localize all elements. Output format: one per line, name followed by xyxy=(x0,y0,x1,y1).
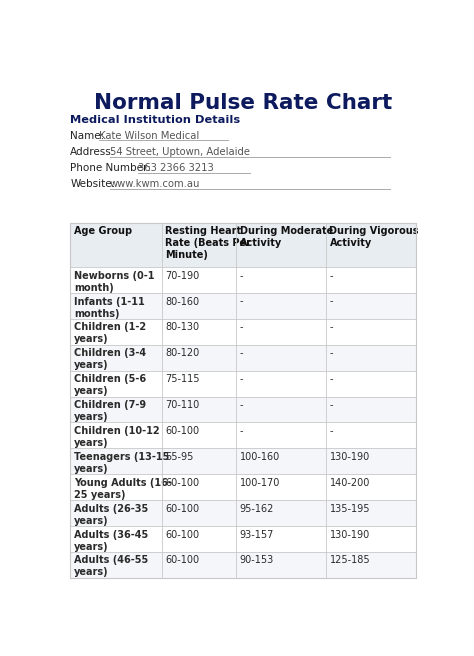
Text: 135-195: 135-195 xyxy=(329,504,370,514)
Bar xyxy=(70,448,416,474)
Text: Website:: Website: xyxy=(70,179,116,189)
Text: 95-162: 95-162 xyxy=(240,504,274,514)
Text: 80-160: 80-160 xyxy=(165,297,200,306)
Bar xyxy=(70,422,416,448)
Text: -: - xyxy=(240,271,243,281)
Text: Children (1-2
years): Children (1-2 years) xyxy=(74,323,146,344)
Text: 80-130: 80-130 xyxy=(165,323,200,333)
Text: Infants (1-11
months): Infants (1-11 months) xyxy=(74,297,145,319)
Text: 60-100: 60-100 xyxy=(165,556,200,565)
Text: Normal Pulse Rate Chart: Normal Pulse Rate Chart xyxy=(94,93,392,113)
Text: 80-120: 80-120 xyxy=(165,348,200,358)
Bar xyxy=(70,474,416,500)
Text: Adults (36-45
years): Adults (36-45 years) xyxy=(74,529,148,552)
Text: 125-185: 125-185 xyxy=(329,556,370,565)
Text: 55-95: 55-95 xyxy=(165,452,194,462)
Text: -: - xyxy=(240,297,243,306)
Text: Newborns (0-1
month): Newborns (0-1 month) xyxy=(74,271,155,293)
Text: Kate Wilson Medical: Kate Wilson Medical xyxy=(99,131,199,141)
Text: -: - xyxy=(329,323,333,333)
Text: 90-153: 90-153 xyxy=(240,556,274,565)
Text: Children (10-12
years): Children (10-12 years) xyxy=(74,426,160,448)
Bar xyxy=(70,267,416,293)
Text: Name:: Name: xyxy=(70,131,105,141)
Text: Address:: Address: xyxy=(70,147,116,157)
Text: 60-100: 60-100 xyxy=(165,529,200,539)
Bar xyxy=(70,222,416,578)
Text: Medical Institution Details: Medical Institution Details xyxy=(70,115,240,125)
Text: During Vigorous
Activity: During Vigorous Activity xyxy=(329,226,419,248)
Bar xyxy=(70,500,416,526)
Text: Age Group: Age Group xyxy=(74,226,132,236)
Text: -: - xyxy=(240,323,243,333)
Bar xyxy=(70,293,416,319)
Bar xyxy=(70,345,416,371)
Text: 130-190: 130-190 xyxy=(329,452,370,462)
Text: 140-200: 140-200 xyxy=(329,478,370,488)
Text: -: - xyxy=(329,348,333,358)
Text: -: - xyxy=(240,426,243,436)
Text: 60-100: 60-100 xyxy=(165,504,200,514)
Text: Adults (46-55
years): Adults (46-55 years) xyxy=(74,556,148,577)
Text: 363 2366 3213: 363 2366 3213 xyxy=(138,163,214,173)
Text: Children (3-4
years): Children (3-4 years) xyxy=(74,348,146,371)
Text: 75-115: 75-115 xyxy=(165,374,200,384)
Text: Adults (26-35
years): Adults (26-35 years) xyxy=(74,504,148,525)
Text: -: - xyxy=(240,374,243,384)
Text: During Moderate
Activity: During Moderate Activity xyxy=(240,226,333,248)
Bar xyxy=(70,222,416,267)
Bar xyxy=(70,397,416,422)
Text: -: - xyxy=(329,426,333,436)
Text: 100-160: 100-160 xyxy=(240,452,280,462)
Bar xyxy=(70,552,416,578)
Text: 54 Street, Uptown, Adelaide: 54 Street, Uptown, Adelaide xyxy=(110,147,250,157)
Text: Phone Number:: Phone Number: xyxy=(70,163,151,173)
Text: Young Adults (16-
25 years): Young Adults (16- 25 years) xyxy=(74,478,172,500)
Text: -: - xyxy=(329,271,333,281)
Text: -: - xyxy=(240,400,243,410)
Text: Teenagers (13-15
years): Teenagers (13-15 years) xyxy=(74,452,169,474)
Text: -: - xyxy=(329,374,333,384)
Text: 100-170: 100-170 xyxy=(240,478,280,488)
Text: 60-100: 60-100 xyxy=(165,426,200,436)
Text: -: - xyxy=(329,400,333,410)
Text: 70-110: 70-110 xyxy=(165,400,200,410)
Text: Children (5-6
years): Children (5-6 years) xyxy=(74,374,146,396)
Bar xyxy=(70,371,416,397)
Text: 60-100: 60-100 xyxy=(165,478,200,488)
Text: www.kwm.com.au: www.kwm.com.au xyxy=(110,179,201,189)
Text: 93-157: 93-157 xyxy=(240,529,274,539)
Text: -: - xyxy=(329,297,333,306)
Bar xyxy=(70,319,416,345)
Text: Resting Heart
Rate (Beats Per
Minute): Resting Heart Rate (Beats Per Minute) xyxy=(165,226,251,260)
Text: 70-190: 70-190 xyxy=(165,271,200,281)
Text: -: - xyxy=(240,348,243,358)
Text: Children (7-9
years): Children (7-9 years) xyxy=(74,400,146,422)
Bar xyxy=(70,526,416,552)
Text: 130-190: 130-190 xyxy=(329,529,370,539)
